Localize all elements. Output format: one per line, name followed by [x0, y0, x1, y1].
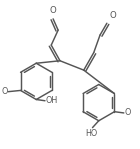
Text: HO: HO — [86, 129, 98, 138]
Text: O: O — [124, 108, 131, 117]
Text: O: O — [1, 87, 7, 96]
Text: O: O — [110, 11, 117, 20]
Text: OH: OH — [46, 96, 58, 105]
Text: O: O — [50, 6, 57, 15]
